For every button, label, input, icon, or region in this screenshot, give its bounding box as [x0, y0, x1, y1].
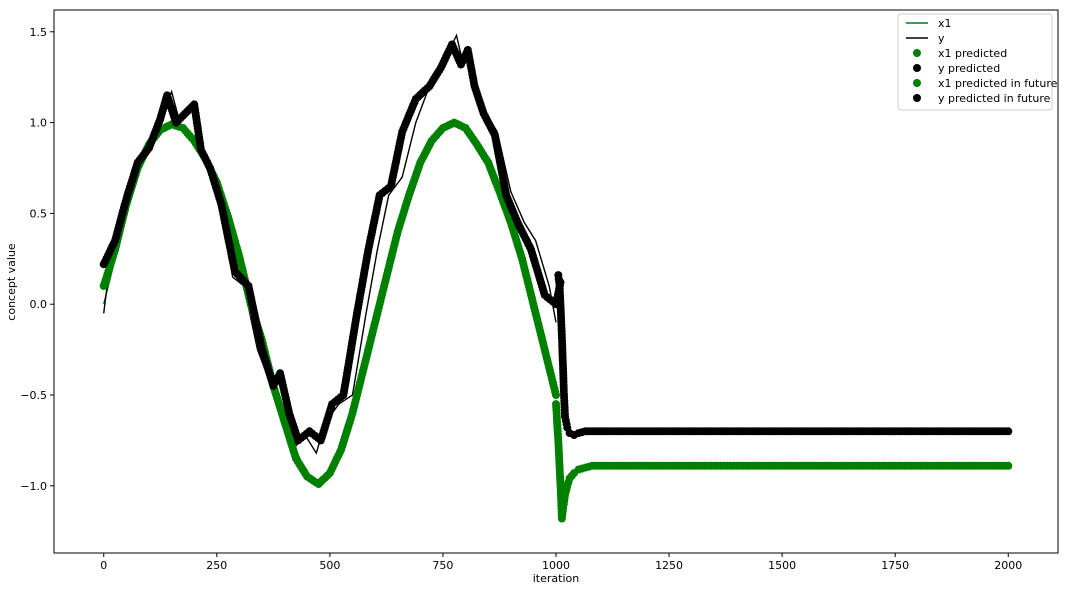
y-tick-label: 0.5 — [30, 207, 48, 220]
legend-label: y predicted in future — [938, 92, 1051, 105]
legend: x1 y x1 predicted y predicted x1 predicted i… — [897, 13, 1058, 111]
x-tick-label: 250 — [206, 559, 227, 572]
series-points-y-predicted-in-future — [554, 271, 1013, 439]
x-tick-label: 1000 — [542, 559, 570, 572]
legend-dot-marker — [913, 49, 921, 57]
y-tick-label: 1.5 — [30, 26, 48, 39]
series-points-y-predicted — [99, 40, 565, 445]
y-tick-label: 0.0 — [30, 298, 48, 311]
series-points-x1-predicted-in-future — [552, 400, 1013, 523]
legend-label: x1 predicted — [938, 47, 1007, 60]
legend-dot-marker — [913, 64, 921, 72]
x-tick-label: 750 — [432, 559, 453, 572]
axis-layer: 0 250 500 750 1000 1250 1500 1750 2000 −1.0 −0.5 0.… — [20, 26, 1022, 572]
y-tick-label: −0.5 — [20, 389, 47, 402]
legend-dot-marker — [913, 79, 921, 87]
x-tick-label: 0 — [100, 559, 107, 572]
x-tick-label: 500 — [319, 559, 340, 572]
data-point — [1004, 427, 1013, 436]
x-axis-label: iteration — [533, 572, 579, 585]
data-point — [1004, 461, 1013, 470]
legend-label: x1 predicted in future — [938, 77, 1058, 90]
data-layer — [99, 33, 1013, 523]
x-tick-label: 1500 — [768, 559, 796, 572]
x-tick-label: 1250 — [655, 559, 683, 572]
legend-box — [897, 13, 1053, 111]
x-tick-label: 2000 — [994, 559, 1022, 572]
legend-dot-marker — [913, 94, 921, 102]
y-axis-label: concept value — [5, 243, 18, 321]
legend-label: x1 — [938, 17, 952, 30]
x-tick-label: 1750 — [881, 559, 909, 572]
y-tick-label: 1.0 — [30, 117, 48, 130]
data-point — [552, 391, 560, 399]
y-tick-label: −1.0 — [20, 480, 47, 493]
legend-label: y predicted — [938, 62, 1000, 75]
legend-label: y — [938, 32, 945, 45]
